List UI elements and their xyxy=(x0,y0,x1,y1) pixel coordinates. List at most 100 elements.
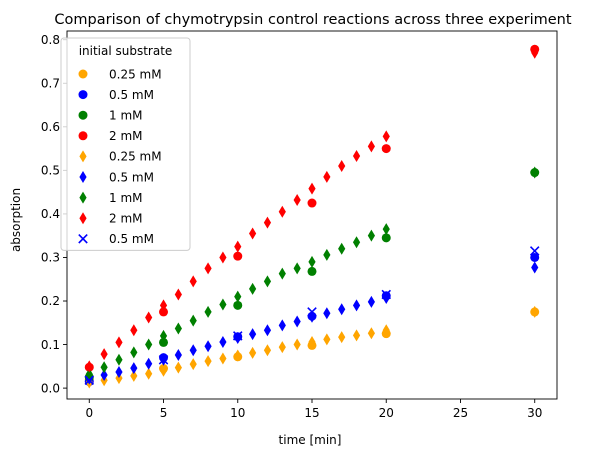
data-point xyxy=(263,344,272,357)
data-point xyxy=(367,327,375,340)
series-7 xyxy=(85,166,539,381)
data-point xyxy=(381,289,392,300)
x-tick-label: 20 xyxy=(379,406,394,420)
legend-title: initial substrate xyxy=(79,44,173,58)
data-point xyxy=(232,331,243,341)
data-point xyxy=(308,335,316,348)
x-tick-label: 5 xyxy=(160,406,168,420)
series-9 xyxy=(84,246,540,386)
data-point xyxy=(84,375,95,386)
data-point xyxy=(174,349,182,362)
legend-label: 0.25 mM xyxy=(109,150,162,164)
data-point xyxy=(338,303,346,316)
series-6 xyxy=(85,261,539,385)
data-point xyxy=(145,357,153,370)
y-tick-label: 0.0 xyxy=(41,381,60,395)
y-tick-label: 0.7 xyxy=(41,76,60,90)
data-point xyxy=(263,275,272,288)
data-point xyxy=(249,346,257,359)
y-tick-label: 0.1 xyxy=(41,338,60,352)
data-point xyxy=(338,242,346,255)
data-point xyxy=(204,305,212,318)
y-tick-label: 0.4 xyxy=(41,207,60,221)
data-point xyxy=(174,322,182,335)
legend-box xyxy=(60,37,191,251)
data-point xyxy=(323,170,331,183)
y-tick-label: 0.2 xyxy=(41,294,60,308)
data-point xyxy=(352,236,361,249)
data-point xyxy=(115,336,123,349)
legend-label: 1 mM xyxy=(109,109,143,123)
data-point xyxy=(263,216,272,229)
data-point xyxy=(100,348,108,361)
data-point xyxy=(219,298,227,311)
legend-marker xyxy=(78,131,88,141)
data-point xyxy=(189,275,197,288)
y-tick-label: 0.8 xyxy=(41,33,60,47)
legend-label: 0.5 mM xyxy=(109,170,154,184)
legend-marker xyxy=(78,110,88,120)
x-axis-label: time [min] xyxy=(279,433,342,447)
data-point xyxy=(352,299,361,312)
data-point xyxy=(189,314,197,327)
y-tick-label: 0.6 xyxy=(41,120,60,134)
x-tick-label: 10 xyxy=(230,406,245,420)
data-point xyxy=(307,198,317,208)
data-point xyxy=(382,223,390,236)
data-point xyxy=(352,149,361,162)
legend-label: 1 mM xyxy=(109,191,143,205)
legend-marker xyxy=(79,171,87,183)
data-point xyxy=(338,160,346,173)
data-point xyxy=(159,307,169,317)
data-point xyxy=(234,240,242,253)
legend: initial substrate 0.25 mM 0.5 mM 1 mM 2 mM 0.… xyxy=(60,37,191,251)
data-point xyxy=(382,324,390,337)
data-point xyxy=(158,355,169,365)
data-point xyxy=(293,193,301,206)
data-point xyxy=(115,365,123,378)
data-point xyxy=(219,352,227,365)
data-point xyxy=(278,267,286,280)
data-point xyxy=(381,144,391,154)
data-point xyxy=(159,364,168,377)
data-point xyxy=(204,355,212,368)
chart-title: Comparison of chymotrypsin control react… xyxy=(54,12,571,28)
data-point xyxy=(531,305,539,318)
data-point xyxy=(174,361,182,374)
data-point xyxy=(189,344,197,357)
data-point xyxy=(100,369,108,382)
legend-label: 2 mM xyxy=(109,129,143,143)
data-point xyxy=(130,362,138,375)
data-point xyxy=(323,248,331,261)
legend-marker xyxy=(78,90,88,100)
data-point xyxy=(234,349,242,362)
x-tick-label: 30 xyxy=(527,406,542,420)
legend-label: 0.25 mM xyxy=(109,67,162,81)
data-point xyxy=(367,295,375,308)
legend-marker xyxy=(79,150,87,163)
axes: 0 5 10 15 20 25 30 0.0 0.1 0.2 0.3 0.4 0.5 0.6 0.7 0.8 xyxy=(41,30,558,420)
data-point xyxy=(531,261,539,274)
data-point xyxy=(278,205,286,218)
data-point xyxy=(352,329,361,342)
data-point xyxy=(115,353,123,366)
data-point xyxy=(145,367,153,380)
data-point xyxy=(308,255,316,268)
data-point xyxy=(159,299,168,312)
data-point xyxy=(293,315,301,328)
data-point xyxy=(307,307,317,317)
data-point xyxy=(367,140,375,153)
data-point xyxy=(338,331,346,344)
data-point xyxy=(145,311,153,324)
data-point xyxy=(159,329,168,342)
data-point xyxy=(100,361,108,374)
data-point xyxy=(367,229,375,242)
data-point xyxy=(323,333,331,346)
data-point xyxy=(531,46,539,59)
data-point xyxy=(278,341,286,354)
y-tick-label: 0.5 xyxy=(41,164,60,178)
data-point xyxy=(159,337,169,347)
data-point xyxy=(145,338,153,351)
data-point xyxy=(234,290,242,303)
data-point xyxy=(219,335,227,348)
